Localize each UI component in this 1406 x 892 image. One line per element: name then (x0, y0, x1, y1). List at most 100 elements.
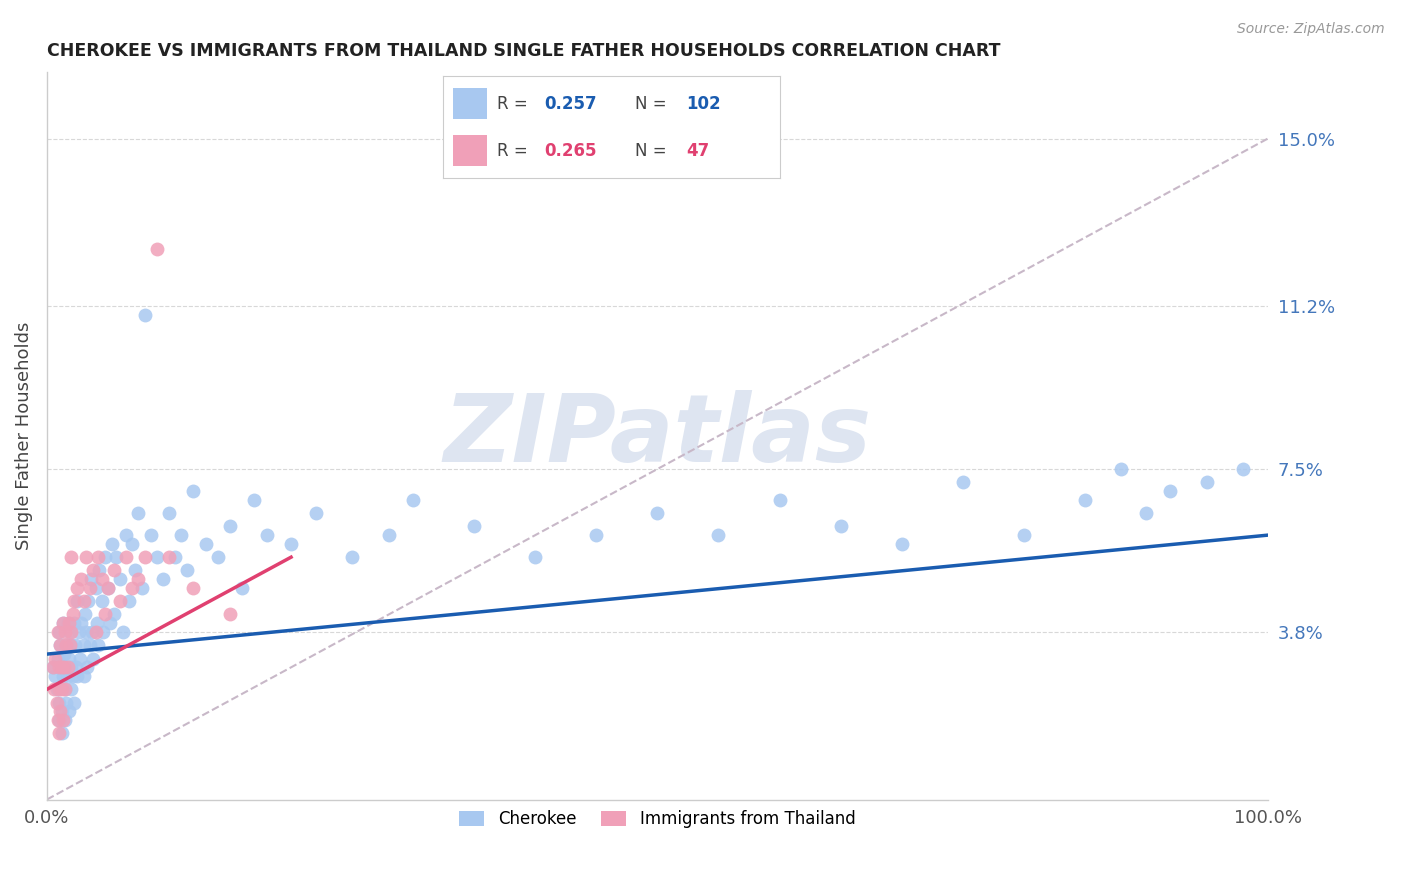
Point (46, 713, 69, 727)
Point (75, 625, 97, 640)
Point (146, 242, 169, 256)
Point (100, 537, 122, 551)
Point (1012, 528, 1035, 542)
Y-axis label: Single Father Households: Single Father Households (15, 322, 32, 550)
Point (59, 638, 82, 652)
Point (56, 669, 79, 683)
Point (80, 572, 103, 586)
Point (62, 616, 84, 631)
Point (280, 537, 302, 551)
Point (165, 550, 187, 565)
Point (52, 669, 75, 683)
Point (830, 519, 852, 533)
Point (90, 594, 112, 608)
Point (1111, 462, 1133, 476)
Point (60, 625, 83, 640)
Point (44, 651, 66, 665)
Point (73, 607, 96, 622)
Point (67, 625, 90, 640)
Point (707, 528, 730, 542)
Point (52, 713, 75, 727)
Point (647, 506, 669, 520)
Point (53, 682, 76, 697)
Point (66, 669, 89, 683)
Text: N =: N = (636, 95, 672, 112)
Point (121, 537, 143, 551)
Point (58, 705, 80, 719)
Point (219, 607, 242, 622)
Point (146, 550, 169, 565)
Point (183, 581, 205, 595)
Point (97, 581, 120, 595)
Point (87, 638, 110, 652)
Bar (453, 88, 486, 119)
Point (152, 572, 174, 586)
Point (80, 625, 103, 640)
Point (108, 594, 131, 608)
Point (55, 638, 77, 652)
Point (49, 705, 72, 719)
Point (59, 625, 82, 640)
Point (1074, 492, 1097, 507)
Point (51, 660, 73, 674)
Point (127, 572, 149, 586)
Point (66, 581, 89, 595)
Point (134, 308, 156, 322)
Point (304, 506, 326, 520)
Point (62, 607, 84, 622)
Point (63, 638, 86, 652)
Point (46, 651, 69, 665)
Point (524, 550, 547, 565)
Point (585, 528, 607, 542)
Point (115, 528, 138, 542)
Point (134, 550, 156, 565)
Point (72, 638, 94, 652)
Point (49, 638, 72, 652)
Point (56, 616, 79, 631)
Point (1135, 506, 1157, 520)
Point (48, 625, 70, 640)
Point (51, 682, 73, 697)
Point (111, 625, 134, 640)
Point (84, 581, 107, 595)
Point (231, 581, 253, 595)
Point (1232, 462, 1254, 476)
Point (51, 726, 73, 740)
Point (768, 492, 790, 507)
Text: Source: ZipAtlas.com: Source: ZipAtlas.com (1237, 22, 1385, 37)
Point (42, 660, 65, 674)
Point (55, 696, 77, 710)
Point (60, 638, 83, 652)
Text: R =: R = (496, 95, 533, 112)
Point (890, 537, 912, 551)
Point (48, 660, 70, 674)
Point (91, 625, 114, 640)
Point (53, 660, 76, 674)
Point (48, 696, 70, 710)
Point (86, 616, 108, 631)
Text: 102: 102 (686, 95, 720, 112)
Point (53, 647, 76, 661)
Point (60, 550, 83, 565)
Point (51, 705, 73, 719)
Point (70, 572, 93, 586)
Point (118, 594, 141, 608)
Point (103, 563, 125, 577)
Point (58, 651, 80, 665)
Point (108, 572, 131, 586)
Point (76, 660, 98, 674)
Point (49, 638, 72, 652)
Point (82, 563, 104, 577)
Point (139, 528, 162, 542)
Point (176, 563, 198, 577)
Text: 0.265: 0.265 (544, 142, 596, 160)
Point (44, 682, 66, 697)
Point (55, 638, 77, 652)
Point (157, 506, 180, 520)
Point (58, 616, 80, 631)
Point (82, 651, 104, 665)
Point (72, 669, 94, 683)
Point (87, 550, 110, 565)
Point (219, 519, 242, 533)
Point (105, 550, 128, 565)
